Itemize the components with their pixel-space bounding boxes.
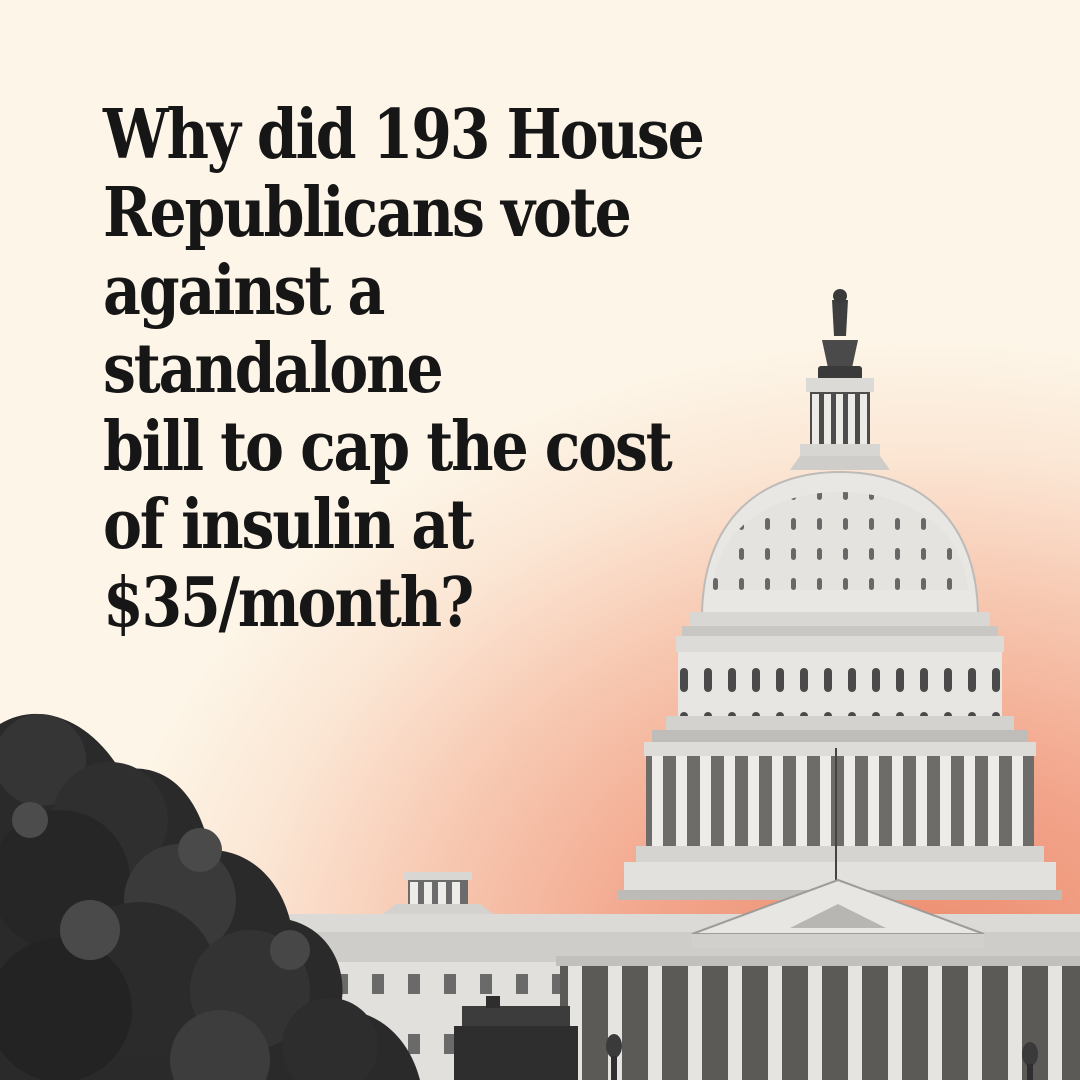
upper-drum	[652, 636, 1028, 742]
dome	[682, 470, 998, 636]
lantern	[790, 378, 890, 470]
entrance-structure	[454, 996, 578, 1080]
tree-icon	[0, 713, 420, 1080]
wing-cupola	[380, 872, 496, 916]
headline: Why did 193 House Republicans vote again…	[103, 95, 705, 643]
peristyle	[618, 742, 1062, 900]
statue-icon	[818, 289, 862, 380]
